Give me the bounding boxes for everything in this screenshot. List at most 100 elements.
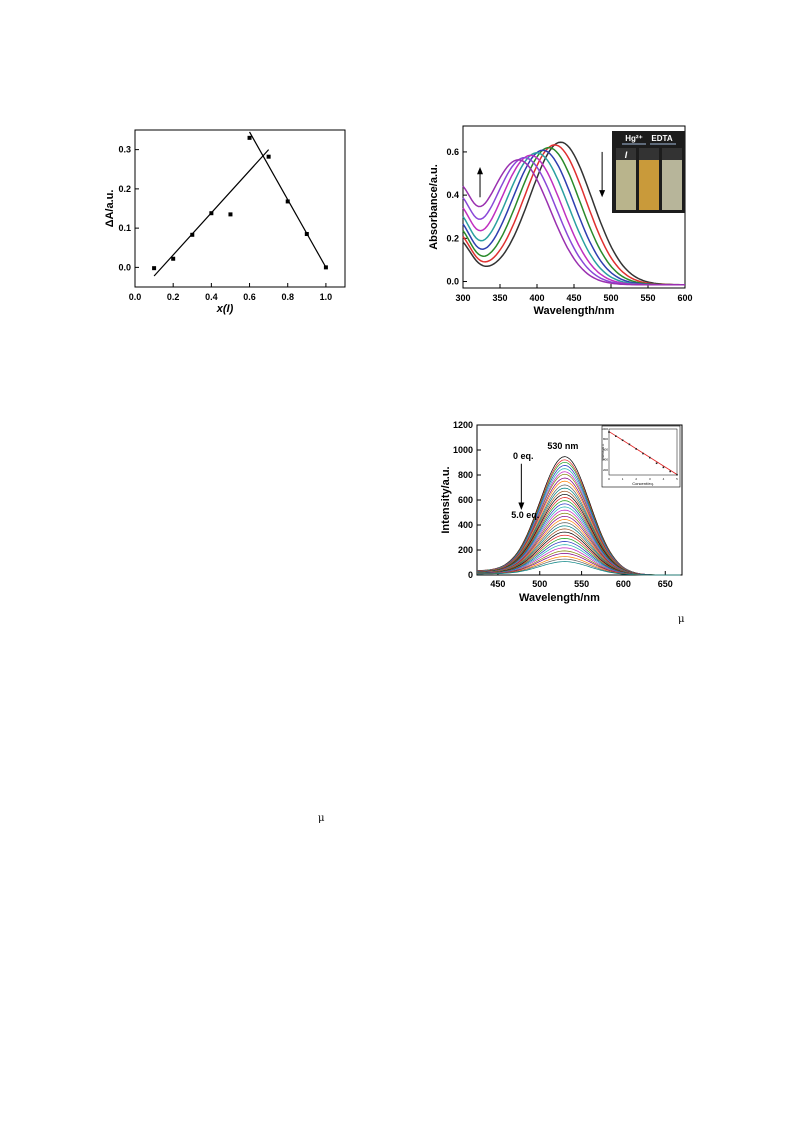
vial-marker: I — [625, 150, 628, 160]
data-point — [228, 212, 233, 217]
inset-data-point — [628, 443, 631, 446]
x-tick-label: 400 — [529, 293, 544, 303]
inset-data-point — [655, 462, 658, 465]
y-axis-label: ΔA/a.u. — [104, 190, 116, 228]
end-annotation: 5.0 eq. — [511, 510, 539, 520]
x-tick-label: 650 — [658, 579, 673, 589]
y-tick-label: 0.3 — [118, 145, 131, 155]
x-tick-label: 550 — [574, 579, 589, 589]
inset-label-edta: EDTA — [651, 134, 672, 143]
x-tick-label: 0.2 — [167, 292, 180, 302]
inset-background — [601, 425, 681, 488]
inset-data-point — [642, 452, 644, 455]
emission-series-line — [476, 480, 681, 576]
x-axis-label: Wavelength/nm — [534, 305, 615, 317]
x-tick-label: 1.0 — [320, 292, 333, 302]
x-tick-label: 450 — [490, 579, 505, 589]
data-point — [304, 232, 309, 237]
y-tick-label: 0.1 — [118, 223, 131, 233]
x-tick-label: 550 — [640, 293, 655, 303]
y-tick-label: 400 — [458, 520, 473, 530]
data-point — [190, 232, 195, 237]
vial-solution — [662, 160, 682, 210]
plot-frame — [134, 129, 346, 288]
x-axis-label: x(I) — [216, 303, 234, 315]
x-tick-label: 300 — [455, 293, 470, 303]
x-tick-label: 600 — [677, 293, 692, 303]
vial-solution — [639, 160, 659, 210]
inset-data-point — [608, 431, 610, 433]
y-tick-label: 0.0 — [118, 262, 131, 272]
data-point — [323, 265, 328, 270]
mu-symbol-right: μ — [678, 614, 685, 625]
vial-cap — [662, 148, 682, 160]
inset-y-tick-label: 200 — [603, 468, 608, 472]
inset-x-label: Concent/eq. — [632, 481, 654, 486]
inset-y-tick-label: 800 — [603, 437, 608, 441]
job-plot-chart: 0.0 0.2 0.4 0.6 0.8 1.0 0.0 0.1 0.2 0.3 x(I) ΔA/a.u… — [104, 129, 346, 315]
absorbance-series-line — [462, 141, 685, 286]
start-annotation: 0 eq. — [513, 451, 534, 461]
peak-annotation: 530 nm — [547, 441, 578, 451]
inset-label-hg: Hg²⁺ — [625, 134, 643, 143]
emission-series-line — [477, 561, 681, 576]
inset-x-tick-label: 0 — [608, 477, 610, 481]
y-tick-label: 0 — [468, 570, 473, 580]
y-tick-label: 800 — [458, 470, 473, 480]
inset-x-tick-label: 4 — [663, 477, 665, 481]
x-tick-label: 350 — [492, 293, 507, 303]
fluorescence-chart: 450 500 550 600 650020040060080010001200Wave… — [440, 420, 683, 604]
y-tick-label: 0.6 — [446, 147, 459, 157]
x-tick-label: 500 — [603, 293, 618, 303]
x-tick-label: 450 — [566, 293, 581, 303]
inset-x-tick-label: 1 — [622, 477, 624, 481]
vial-solution — [616, 160, 636, 210]
data-point — [285, 199, 290, 204]
y-axis-label: Absorbance/a.u. — [428, 164, 440, 250]
y-tick-label: 0.0 — [446, 277, 459, 287]
x-tick-label: 0.0 — [129, 292, 142, 302]
inset-data-point — [649, 456, 651, 459]
emission-series-line — [476, 477, 681, 576]
vial-cap — [639, 148, 659, 160]
inset-data-point — [621, 439, 624, 442]
y-tick-label: 200 — [458, 545, 473, 555]
inset-y-tick-label: 1000 — [601, 427, 608, 431]
decrease-arrow-head — [518, 502, 525, 510]
emission-series-line — [476, 487, 681, 576]
y-tick-label: 0.2 — [446, 233, 459, 243]
absorbance-series-line — [462, 159, 685, 286]
x-tick-label: 600 — [616, 579, 631, 589]
data-point — [209, 211, 214, 216]
data-point — [247, 135, 252, 140]
x-tick-label: 500 — [532, 579, 547, 589]
y-tick-label: 0.2 — [118, 184, 131, 194]
inset-data-point — [635, 448, 637, 450]
x-tick-label: 0.8 — [281, 292, 294, 302]
inset-y-tick-label: 600 — [603, 447, 608, 451]
down-arrow-head — [599, 190, 606, 198]
data-point — [171, 256, 176, 261]
absorbance-chart: 300 350 400 450 500 550 600 0.0 0.2 0.4 0.6 Wavelen… — [428, 125, 693, 317]
data-point — [152, 266, 157, 271]
data-point — [266, 154, 271, 159]
inset-frame — [608, 428, 678, 476]
inset-data-point — [676, 473, 678, 476]
mu-symbol-left: μ — [318, 813, 325, 824]
inset-y-label: Intensity/a.u. — [601, 443, 605, 460]
inset-y-tick-label: 400 — [603, 458, 608, 462]
x-axis-label: Wavelength/nm — [519, 592, 600, 604]
inset-x-tick-label: 5 — [676, 477, 678, 481]
x-tick-label: 0.6 — [243, 292, 256, 302]
inset-data-point — [662, 466, 665, 469]
inset-x-tick-label: 3 — [649, 477, 651, 481]
inset-data-point — [669, 470, 671, 473]
up-arrow-head — [477, 167, 484, 175]
vial-cap — [616, 148, 636, 160]
y-tick-label: 1200 — [453, 420, 473, 430]
y-tick-label: 1000 — [453, 445, 473, 455]
y-tick-label: 0.4 — [446, 190, 459, 200]
inset-x-tick-label: 2 — [635, 477, 637, 481]
inset-data-point — [615, 435, 617, 437]
y-axis-label: Intensity/a.u. — [440, 466, 452, 533]
